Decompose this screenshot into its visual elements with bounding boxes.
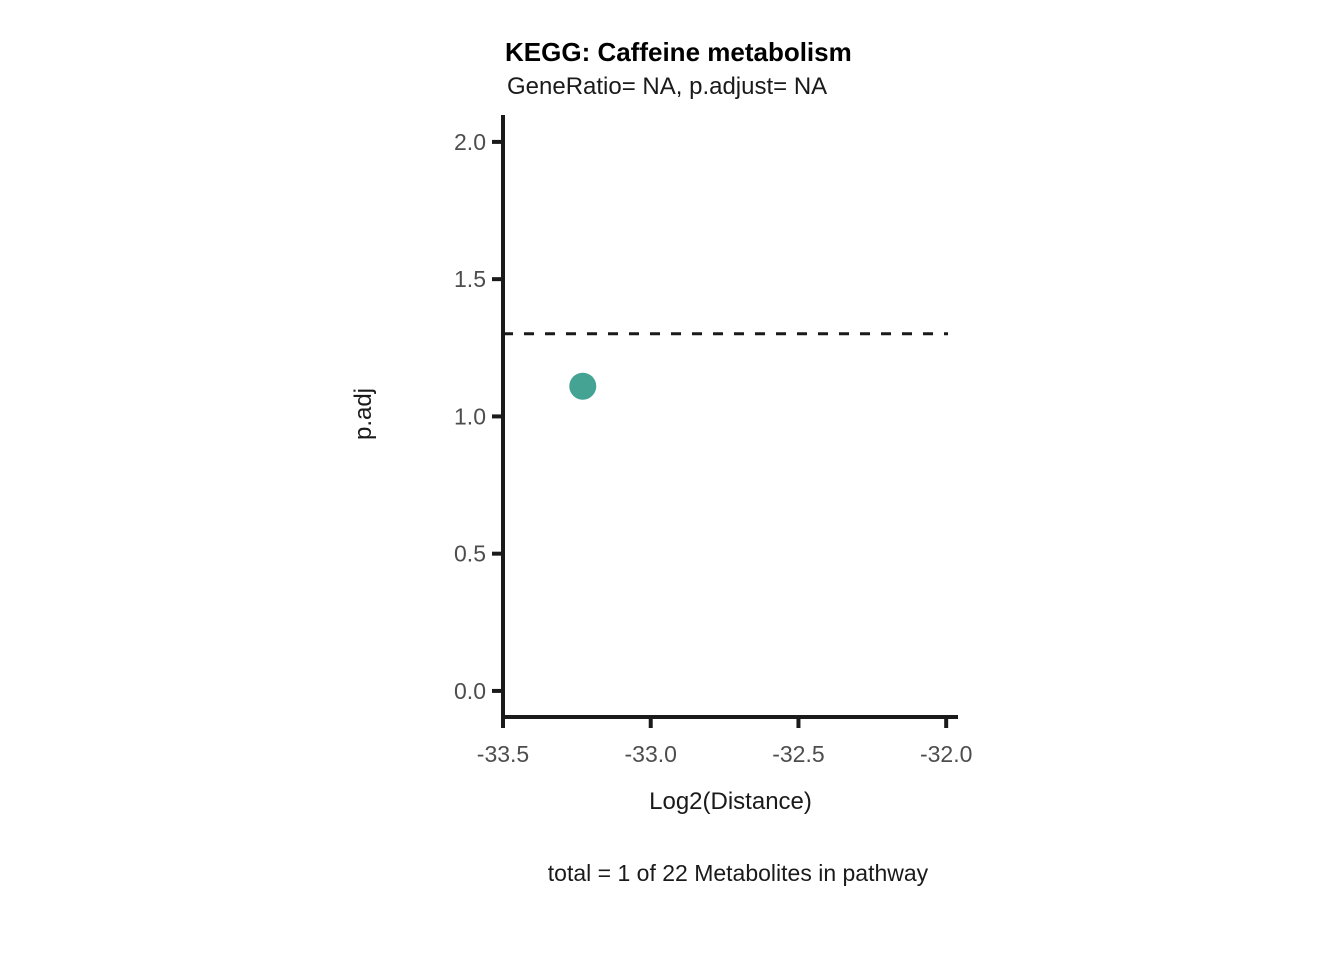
x-tick-label: -32.5 — [772, 741, 824, 767]
y-tick-label: 0.5 — [454, 541, 486, 567]
chart-title: KEGG: Caffeine metabolism — [505, 37, 852, 67]
y-tick-label: 0.0 — [454, 678, 486, 704]
x-axis-title: Log2(Distance) — [649, 788, 812, 815]
y-tick-label: 2.0 — [454, 129, 486, 155]
x-tick-label: -33.0 — [625, 741, 677, 767]
y-axis-title: p.adj — [350, 387, 377, 441]
y-tick-label: 1.0 — [454, 403, 486, 429]
figure-caption: total = 1 of 22 Metabolites in pathway — [547, 860, 929, 886]
x-tick-label: -33.5 — [477, 741, 529, 767]
x-tick-label: -32.0 — [920, 741, 972, 767]
chart-subtitle: GeneRatio= NA, p.adjust= NA — [507, 73, 828, 100]
y-tick-label: 1.5 — [454, 266, 486, 292]
data-point — [569, 372, 597, 400]
